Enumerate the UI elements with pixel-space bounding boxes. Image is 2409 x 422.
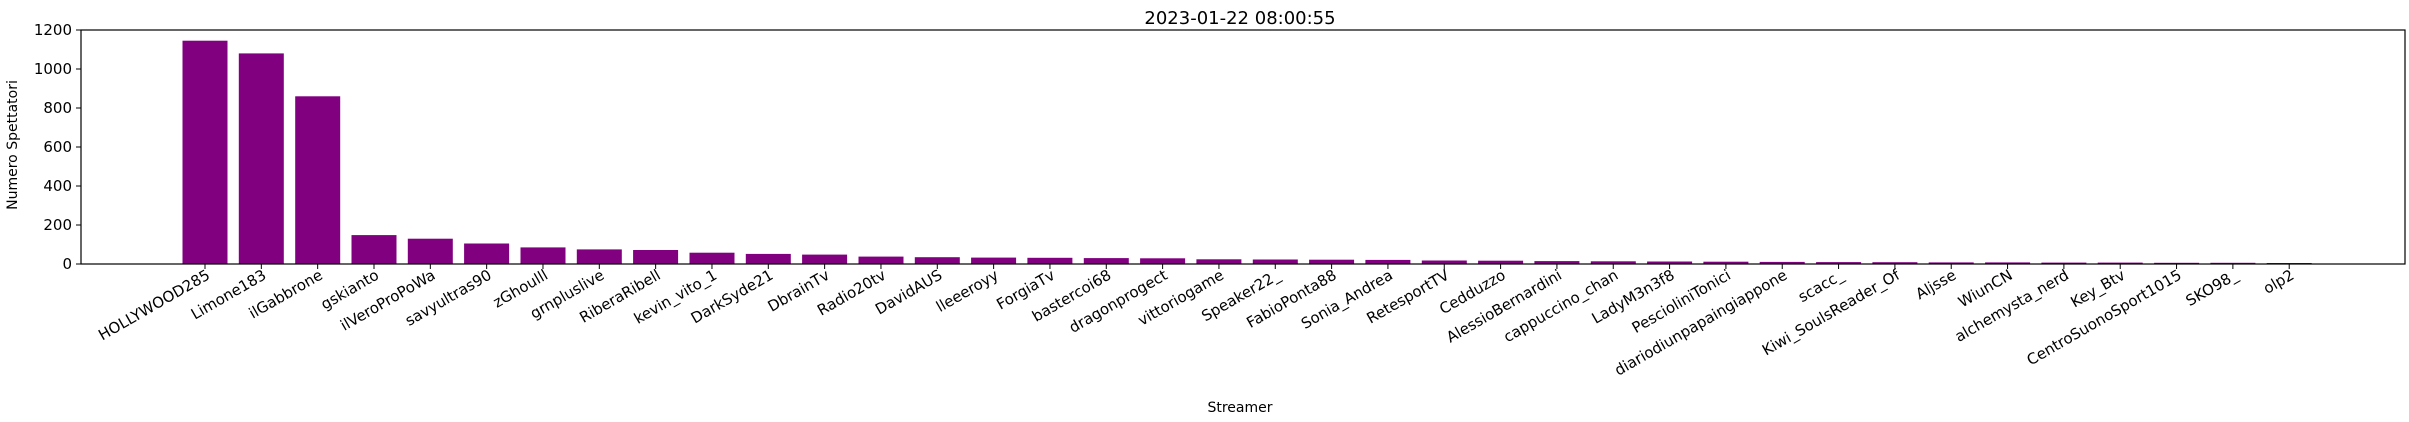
- bar-Cedduzzo: [1478, 260, 1524, 264]
- y-tick-label: 200: [43, 216, 72, 234]
- x-tick-label: ilVeroProPoWa: [337, 266, 438, 335]
- bar-kevin_vito_1: [689, 252, 735, 264]
- bar-vittoriogame: [1196, 259, 1242, 264]
- y-axis-title: Numero Spettatori: [5, 80, 21, 210]
- x-tick-label: lleeeroyy: [933, 266, 1002, 316]
- y-ticks: 0 200 400 600 800 1000 1200: [34, 21, 81, 273]
- bar-ilVeroProPoWa: [407, 238, 453, 264]
- bar-Limone183: [238, 53, 284, 265]
- bar-RiberaRibell: [633, 250, 679, 264]
- bars-layer: [182, 40, 2312, 265]
- y-tick-label: 800: [43, 99, 72, 117]
- bar-cappuccino_chan: [1590, 261, 1636, 264]
- chart-title: 2023-01-22 08:00:55: [1144, 8, 1335, 29]
- y-tick-label: 1200: [34, 21, 72, 39]
- bar-DbrainTv: [802, 254, 848, 264]
- bar-diariodiunpapaingiappone: [1759, 261, 1805, 264]
- bar-Radio20tv: [858, 256, 904, 264]
- x-ticks: HOLLYWOOD285Limone183ilGabbronegskiantoi…: [95, 264, 2297, 379]
- bar-grnpluslive: [576, 249, 622, 264]
- bar-DavidAUS: [914, 257, 960, 264]
- bar-ForgiaTv: [1027, 257, 1073, 264]
- bar-WiunCN: [1985, 262, 2031, 264]
- bar-alchemysta_nerd: [2041, 262, 2087, 264]
- y-tick-label: 0: [62, 255, 72, 273]
- bar-AlessioBernardini: [1534, 261, 1580, 264]
- bar-PescioliniTonici: [1703, 261, 1749, 264]
- bar-CentroSuonoSport1015: [2154, 262, 2200, 264]
- bar-Sonia_Andrea: [1365, 259, 1411, 264]
- bar-SKO98_: [2210, 262, 2256, 264]
- y-tick-label: 1000: [34, 60, 72, 78]
- bar-Kiwi_SoulsReader_Of: [1872, 262, 1918, 264]
- y-tick-label: 400: [43, 177, 72, 195]
- bar-scacc_: [1816, 262, 1862, 264]
- bar-Speaker22_: [1252, 259, 1298, 264]
- bar-dragonprogect: [1140, 258, 1186, 264]
- x-tick-label: Aljsse: [1913, 266, 1960, 303]
- bar-Aljsse: [1928, 262, 1974, 264]
- y-tick-label: 600: [43, 138, 72, 156]
- plot-frame: [80, 29, 2406, 265]
- x-tick-label: olp2: [2260, 266, 2297, 298]
- x-axis-title: Streamer: [1207, 400, 1272, 416]
- bar-RetesportTV: [1421, 260, 1467, 264]
- bar-DarkSyde21: [745, 253, 791, 264]
- bar-ilGabbrone: [295, 96, 341, 264]
- bar-lleeeroyy: [971, 257, 1017, 264]
- bar-HOLLYWOOD285: [182, 40, 228, 265]
- bar-LadyM3n3f8: [1647, 261, 1693, 264]
- bar-zGhoulll: [520, 247, 566, 264]
- bar-bastercoi68: [1083, 258, 1129, 264]
- bar-FabioPonta88: [1309, 259, 1355, 264]
- bar-Key_Btv: [2097, 262, 2143, 264]
- bar-savyultras90: [464, 243, 510, 264]
- x-tick-label: SKO98_: [2183, 266, 2242, 311]
- bar-gskianto: [351, 235, 397, 264]
